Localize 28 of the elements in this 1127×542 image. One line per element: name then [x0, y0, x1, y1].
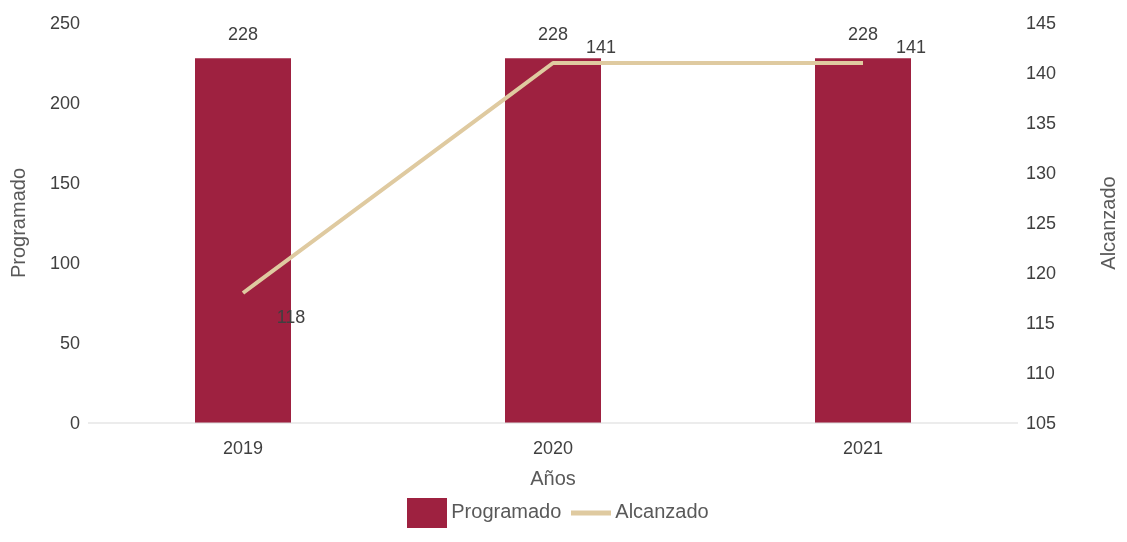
y2-tick-label: 110	[1026, 363, 1055, 384]
y2-tick-label: 135	[1026, 113, 1057, 134]
x-axis-title: Años	[530, 467, 576, 489]
legend-label: Programado	[451, 500, 562, 523]
y-tick-label: 100	[49, 253, 80, 274]
data-label: 141	[585, 37, 617, 57]
data-label: 228	[847, 24, 879, 45]
y-tick-label: 250	[49, 13, 80, 34]
x-tick-label: 2021	[842, 437, 884, 458]
y-axis-title: Programado	[7, 167, 30, 279]
y-tick-label: 200	[49, 93, 80, 114]
y2-tick-label: 120	[1026, 263, 1057, 284]
data-label: 141	[895, 37, 927, 57]
x-tick-label: 2019	[222, 437, 264, 458]
y-tick-label: 50	[59, 333, 80, 354]
data-label: 228	[537, 24, 569, 45]
y2-tick-label: 105	[1026, 413, 1057, 434]
y2-tick-label: 115	[1026, 313, 1055, 334]
y2-axis-title: Alcanzado	[1097, 176, 1120, 270]
y2-tick-label: 140	[1026, 63, 1057, 84]
legend-label: Alcanzado	[615, 500, 709, 523]
y-tick-label: 0	[69, 413, 80, 434]
y2-tick-label: 130	[1026, 163, 1057, 184]
y-tick-label: 150	[49, 173, 80, 194]
y2-tick-label: 145	[1026, 13, 1057, 34]
data-label: 228	[227, 24, 259, 45]
y2-tick-label: 125	[1026, 213, 1057, 234]
x-tick-label: 2020	[532, 437, 574, 458]
